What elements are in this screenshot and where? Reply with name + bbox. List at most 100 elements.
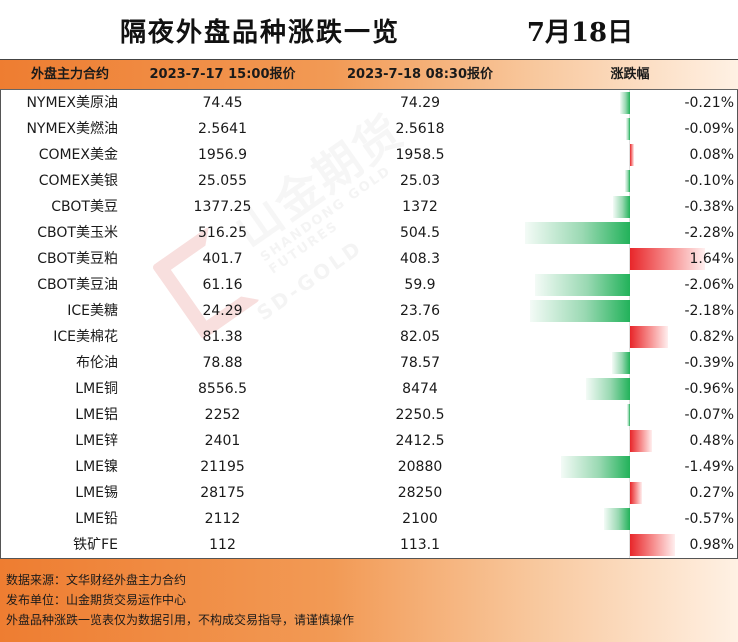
change-bar — [625, 170, 630, 192]
footer-disclaimer: 外盘品种涨跌一览表仅为数据引用，不构成交易指导，请谨慎操作 — [6, 613, 355, 627]
price-0718: 113.1 — [399, 537, 441, 553]
contract-name: CBOT美豆粕 — [37, 251, 118, 267]
contract-name: ICE美糖 — [67, 303, 118, 319]
change-percent: -0.57% — [684, 511, 734, 527]
price-0717: 2401 — [204, 433, 241, 449]
price-0717: 2112 — [204, 511, 241, 527]
change-percent: 0.08% — [689, 147, 734, 163]
price-0718: 2.5618 — [395, 121, 445, 137]
price-0718: 25.03 — [399, 173, 441, 189]
footer-source: 数据来源：文华财经外盘主力合约 — [6, 573, 187, 587]
change-percent: 0.48% — [689, 433, 734, 449]
contract-name: NYMEX美原油 — [26, 95, 118, 111]
contract-name: COMEX美银 — [38, 173, 118, 189]
price-0718: 2100 — [402, 511, 438, 527]
price-0717: 2.5641 — [198, 121, 247, 137]
contract-name: LME铅 — [75, 511, 118, 527]
change-percent: 0.27% — [689, 485, 734, 501]
contract-name: CBOT美豆 — [51, 199, 118, 215]
table-row: ICE美糖 24.29 23.76 -2.18% — [0, 298, 738, 324]
price-0718: 20880 — [397, 459, 443, 475]
table-row: LME铜 8556.5 8474 -0.96% — [0, 376, 738, 402]
header-price2: 2023-7-18 08:30报价 — [346, 67, 493, 82]
price-0718: 408.3 — [399, 251, 441, 267]
table-row: LME锌 2401 2412.5 0.48% — [0, 428, 738, 454]
contract-name: LME镍 — [75, 459, 118, 475]
table-row: LME镍 21195 20880 -1.49% — [0, 454, 738, 480]
header-price1: 2023-7-17 15:00报价 — [149, 67, 296, 82]
change-percent: -2.06% — [684, 277, 734, 293]
table-row: CBOT美豆粕 401.7 408.3 1.64% — [0, 246, 738, 272]
change-bar — [630, 534, 676, 556]
change-percent: 0.98% — [689, 537, 734, 553]
change-percent: -0.39% — [684, 355, 734, 371]
table-header: 外盘主力合约 2023-7-17 15:00报价 2023-7-18 08:30… — [0, 60, 738, 90]
footer: 数据来源：文华财经外盘主力合约 发布单位：山金期货交易运作中心 外盘品种涨跌一览… — [0, 558, 738, 642]
table-row: CBOT美豆油 61.16 59.9 -2.06% — [0, 272, 738, 298]
change-bar — [630, 326, 668, 348]
price-0718: 82.05 — [399, 329, 441, 345]
change-bar — [630, 144, 634, 166]
price-0717: 1956.9 — [198, 147, 247, 163]
change-bar — [630, 248, 706, 270]
table-row: 铁矿FE 112 113.1 0.98% — [0, 532, 738, 558]
contract-name: LME铜 — [75, 381, 118, 397]
table-row: 布伦油 78.88 78.57 -0.39% — [0, 350, 738, 376]
change-percent: -0.09% — [684, 121, 734, 137]
change-bar — [626, 404, 630, 426]
contract-name: 布伦油 — [76, 355, 118, 371]
change-bar — [612, 196, 630, 218]
page-title: 隔夜外盘品种涨跌一览 — [119, 18, 400, 48]
table-row: CBOT美豆 1377.25 1372 -0.38% — [0, 194, 738, 220]
price-0717: 1377.25 — [193, 199, 252, 215]
price-0717: 74.45 — [202, 95, 243, 111]
price-0718: 2250.5 — [395, 407, 445, 423]
contract-name: CBOT美豆油 — [37, 277, 118, 293]
price-0717: 112 — [209, 537, 236, 553]
price-0717: 2252 — [204, 407, 241, 423]
change-percent: -2.28% — [684, 225, 734, 241]
header-contract: 外盘主力合约 — [30, 67, 109, 82]
change-zero-axis — [629, 90, 630, 558]
price-0718: 1372 — [402, 199, 438, 215]
price-0717: 516.25 — [198, 225, 247, 241]
header-change: 涨跌幅 — [610, 67, 650, 82]
table-row: LME铝 2252 2250.5 -0.07% — [0, 402, 738, 428]
table-row: ICE美棉花 81.38 82.05 0.82% — [0, 324, 738, 350]
table-row: LME铅 2112 2100 -0.57% — [0, 506, 738, 532]
change-percent: 1.64% — [689, 251, 734, 267]
price-0717: 8556.5 — [198, 381, 247, 397]
price-0718: 8474 — [402, 381, 438, 397]
change-percent: -0.10% — [684, 173, 734, 189]
price-0717: 81.38 — [202, 329, 243, 345]
change-bar — [612, 352, 630, 374]
price-0717: 24.29 — [202, 303, 243, 319]
price-0717: 25.055 — [198, 173, 247, 189]
table-row: COMEX美银 25.055 25.03 -0.10% — [0, 168, 738, 194]
contract-name: CBOT美玉米 — [37, 225, 118, 241]
price-0717: 21195 — [200, 459, 245, 475]
change-bar — [620, 92, 630, 114]
change-bar — [561, 456, 630, 478]
change-percent: -0.38% — [684, 199, 734, 215]
contract-name: NYMEX美燃油 — [26, 121, 118, 137]
change-percent: -0.07% — [684, 407, 734, 423]
table-row: CBOT美玉米 516.25 504.5 -2.28% — [0, 220, 738, 246]
price-0718: 59.9 — [404, 277, 436, 293]
contract-name: LME锌 — [75, 433, 118, 449]
price-0718: 28250 — [397, 485, 443, 501]
change-bar — [603, 508, 630, 530]
change-bar — [525, 222, 630, 244]
table-row: NYMEX美燃油 2.5641 2.5618 -0.09% — [0, 116, 738, 142]
price-0717: 78.88 — [202, 355, 243, 371]
change-bar — [630, 430, 653, 452]
change-percent: -0.21% — [684, 95, 734, 111]
contract-name: 铁矿FE — [73, 537, 118, 553]
footer-publisher: 发布单位：山金期货交易运作中心 — [6, 593, 187, 607]
price-0718: 2412.5 — [395, 433, 445, 449]
price-0717: 401.7 — [202, 251, 243, 267]
change-bar — [630, 482, 643, 504]
price-0718: 74.29 — [399, 95, 441, 111]
title-row: 隔夜外盘品种涨跌一览 7月18日 — [0, 0, 738, 60]
contract-name: LME锡 — [75, 485, 118, 501]
